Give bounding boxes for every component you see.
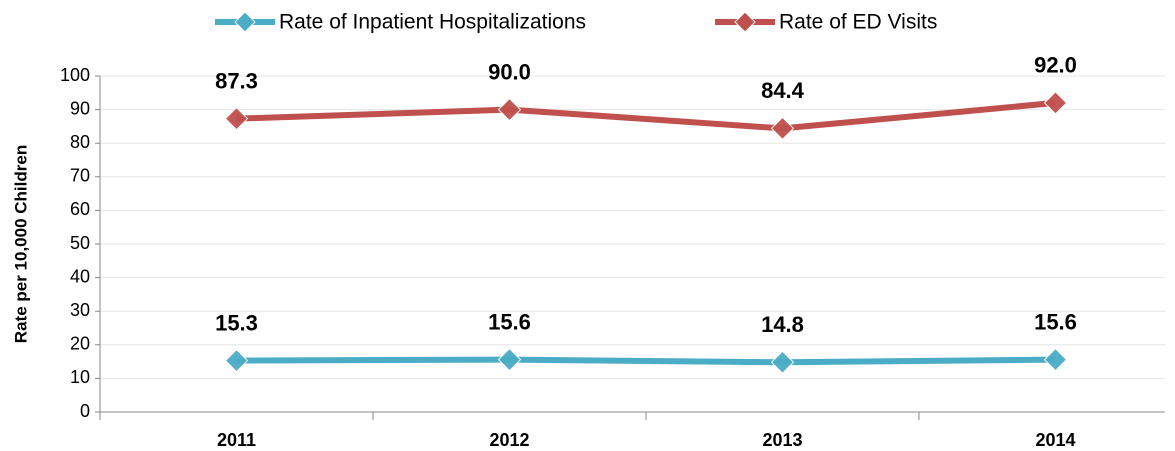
y-tick-label: 50 xyxy=(70,233,90,253)
y-tick-label: 100 xyxy=(60,65,90,85)
legend-label: Rate of Inpatient Hospitalizations xyxy=(279,11,586,34)
legend-marker xyxy=(234,11,256,33)
data-point xyxy=(224,106,249,131)
data-point xyxy=(770,116,795,141)
legend-marker xyxy=(734,11,756,33)
data-point xyxy=(497,347,522,372)
data-label: 90.0 xyxy=(488,59,531,84)
data-point xyxy=(224,348,249,373)
y-axis-label: Rate per 10,000 Children xyxy=(11,145,30,343)
y-tick-label: 20 xyxy=(70,334,90,354)
y-tick-label: 60 xyxy=(70,199,90,219)
y-tick-label: 10 xyxy=(70,367,90,387)
series-line xyxy=(236,356,1056,366)
y-tick-label: 0 xyxy=(80,401,90,421)
data-point xyxy=(497,97,522,122)
x-tick-label: 2013 xyxy=(762,430,802,450)
y-tick-label: 40 xyxy=(70,266,90,286)
data-label: 15.3 xyxy=(215,310,258,335)
series-line xyxy=(236,99,1056,132)
data-label: 14.8 xyxy=(761,312,804,337)
data-label: 87.3 xyxy=(215,68,258,93)
x-tick-label: 2011 xyxy=(217,430,256,450)
y-tick-label: 90 xyxy=(70,98,90,118)
y-tick-label: 70 xyxy=(70,166,90,186)
data-point xyxy=(770,350,795,374)
legend-label: Rate of ED Visits xyxy=(779,11,937,34)
data-point xyxy=(1043,91,1068,115)
data-label: 15.6 xyxy=(1034,309,1077,334)
x-tick-label: 2014 xyxy=(1035,430,1075,450)
y-tick-label: 80 xyxy=(70,132,90,152)
y-tick-label: 30 xyxy=(70,300,90,320)
data-label: 84.4 xyxy=(761,78,805,103)
x-tick-label: 2012 xyxy=(489,430,529,450)
data-label: 15.6 xyxy=(488,309,531,334)
data-point xyxy=(1043,347,1068,372)
data-label: 92.0 xyxy=(1034,53,1077,78)
